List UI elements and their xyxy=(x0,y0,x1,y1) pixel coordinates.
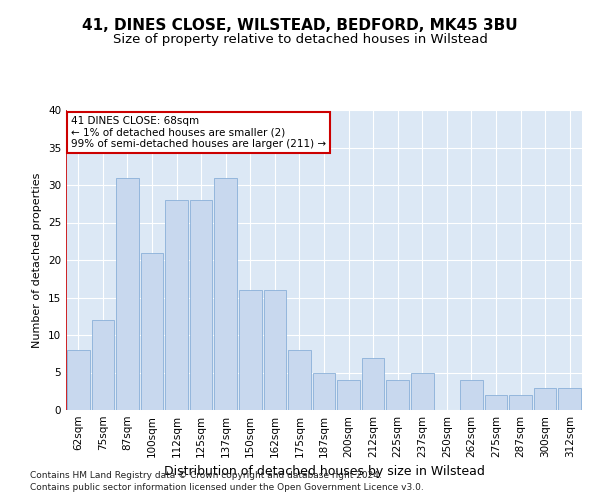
Bar xyxy=(534,388,556,410)
Bar xyxy=(67,350,89,410)
Y-axis label: Number of detached properties: Number of detached properties xyxy=(32,172,43,348)
Bar xyxy=(411,372,434,410)
Bar xyxy=(509,395,532,410)
Bar xyxy=(313,372,335,410)
Text: 41, DINES CLOSE, WILSTEAD, BEDFORD, MK45 3BU: 41, DINES CLOSE, WILSTEAD, BEDFORD, MK45… xyxy=(82,18,518,32)
Text: Contains public sector information licensed under the Open Government Licence v3: Contains public sector information licen… xyxy=(30,484,424,492)
Text: Contains HM Land Registry data © Crown copyright and database right 2024.: Contains HM Land Registry data © Crown c… xyxy=(30,471,382,480)
Text: Size of property relative to detached houses in Wilstead: Size of property relative to detached ho… xyxy=(113,32,487,46)
Bar xyxy=(116,178,139,410)
Bar xyxy=(214,178,237,410)
Bar xyxy=(263,290,286,410)
Bar xyxy=(362,358,385,410)
Bar xyxy=(460,380,483,410)
Text: 41 DINES CLOSE: 68sqm
← 1% of detached houses are smaller (2)
99% of semi-detach: 41 DINES CLOSE: 68sqm ← 1% of detached h… xyxy=(71,116,326,149)
Bar xyxy=(140,252,163,410)
Bar xyxy=(386,380,409,410)
Bar xyxy=(165,200,188,410)
X-axis label: Distribution of detached houses by size in Wilstead: Distribution of detached houses by size … xyxy=(164,466,484,478)
Bar xyxy=(288,350,311,410)
Bar xyxy=(559,388,581,410)
Bar xyxy=(190,200,212,410)
Bar xyxy=(485,395,508,410)
Bar xyxy=(337,380,360,410)
Bar xyxy=(92,320,114,410)
Bar xyxy=(239,290,262,410)
